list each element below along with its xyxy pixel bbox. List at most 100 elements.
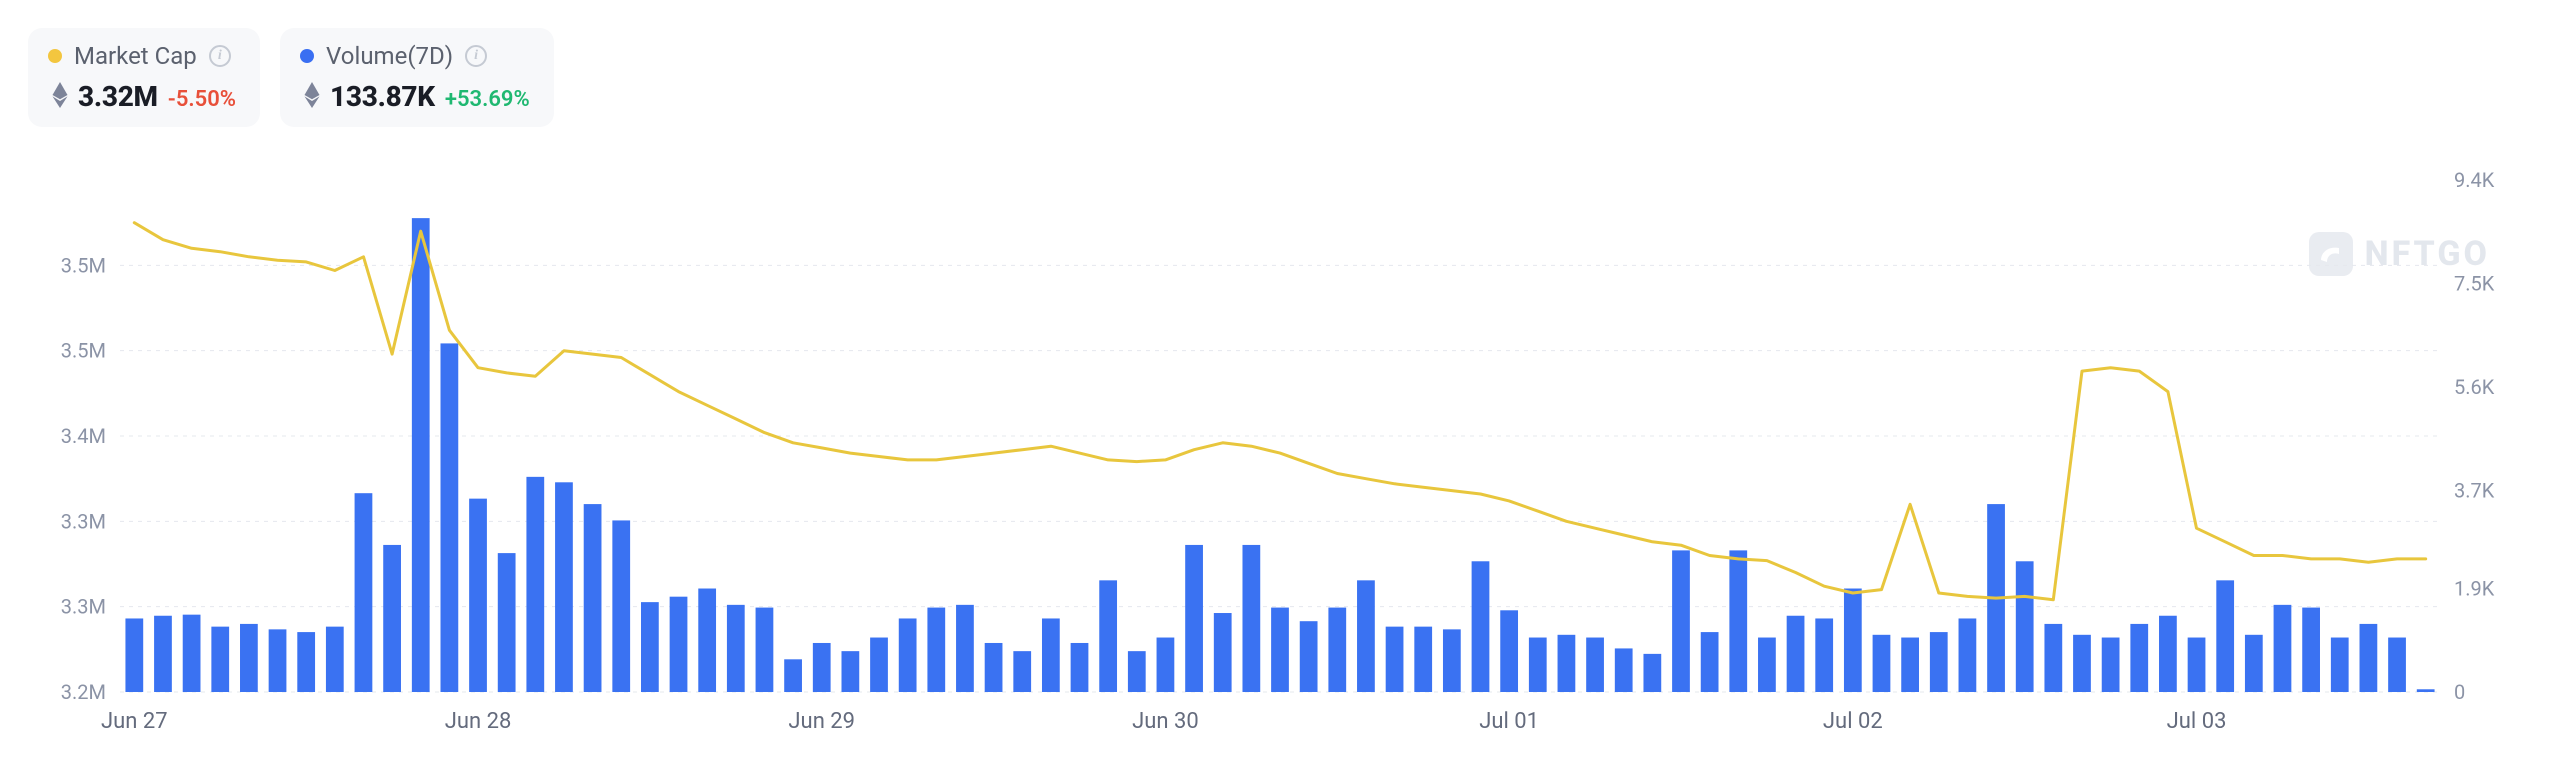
legend-title: Volume(7D) bbox=[326, 42, 453, 70]
volume-bar bbox=[727, 605, 745, 692]
y-left-tick-label: 3.3M bbox=[61, 509, 106, 533]
volume-bar bbox=[1815, 618, 1833, 692]
legend-card-header: Volume(7D) i bbox=[300, 42, 530, 70]
volume-bar bbox=[355, 493, 373, 692]
y-right-tick-label: 1.9K bbox=[2454, 577, 2495, 601]
volume-bar bbox=[269, 629, 287, 692]
volume-bar bbox=[211, 627, 229, 692]
volume-bar bbox=[2016, 561, 2034, 692]
volume-bar bbox=[870, 638, 888, 692]
volume-bar bbox=[1300, 621, 1318, 692]
volume-bar bbox=[641, 602, 659, 692]
volume-bar bbox=[240, 624, 258, 692]
volume-bar bbox=[1672, 550, 1690, 692]
volume-bar bbox=[2159, 616, 2177, 692]
volume-bar bbox=[1443, 629, 1461, 692]
legend-card-value-row: 3.32M -5.50% bbox=[48, 80, 236, 113]
x-tick-label: Jun 28 bbox=[445, 709, 512, 734]
legend-card-header: Market Cap i bbox=[48, 42, 236, 70]
y-right-tick-label: 3.7K bbox=[2454, 478, 2495, 502]
volume-bar bbox=[1242, 545, 1260, 692]
legend-row: Market Cap i 3.32M -5.50% Volume(7D) i bbox=[28, 28, 554, 127]
volume-bar bbox=[1615, 648, 1633, 692]
volume-bar bbox=[2360, 624, 2378, 692]
legend-card-value-row: 133.87K +53.69% bbox=[300, 80, 530, 113]
volume-bar bbox=[584, 504, 602, 692]
y-right-tick-label: 7.5K bbox=[2454, 271, 2495, 295]
volume-bar bbox=[2331, 638, 2349, 692]
volume-bar bbox=[1873, 635, 1891, 692]
x-tick-label: Jun 29 bbox=[788, 709, 855, 734]
chart-area: 3.2M3.3M3.3M3.4M3.5M3.5M01.9K3.7K5.6K7.5… bbox=[40, 170, 2520, 752]
y-right-tick-label: 9.4K bbox=[2454, 170, 2495, 192]
volume-bar bbox=[1357, 580, 1375, 692]
y-right-tick-label: 5.6K bbox=[2454, 375, 2495, 399]
volume-bar bbox=[698, 589, 716, 692]
volume-bar bbox=[1959, 618, 1977, 692]
volume-bar bbox=[1701, 632, 1719, 692]
x-tick-label: Jun 27 bbox=[101, 709, 168, 734]
info-icon[interactable]: i bbox=[209, 45, 231, 67]
volume-bar bbox=[2102, 638, 2120, 692]
volume-bar bbox=[498, 553, 516, 692]
volume-bar bbox=[1558, 635, 1576, 692]
volume-bar bbox=[1071, 643, 1089, 692]
volume-bar bbox=[1472, 561, 1490, 692]
volume-bar bbox=[1214, 613, 1232, 692]
x-tick-label: Jun 30 bbox=[1132, 709, 1199, 734]
volume-bar bbox=[1758, 638, 1776, 692]
volume-bar bbox=[526, 477, 544, 692]
volume-bar bbox=[756, 608, 774, 692]
x-tick-label: Jul 03 bbox=[2167, 709, 2227, 734]
y-left-tick-label: 3.5M bbox=[61, 253, 106, 277]
y-left-tick-label: 3.4M bbox=[61, 424, 106, 448]
legend-dot-volume-7d bbox=[300, 49, 314, 63]
volume-bar bbox=[297, 632, 315, 692]
eth-icon bbox=[52, 82, 68, 112]
volume-bar bbox=[1901, 638, 1919, 692]
volume-bar bbox=[2188, 638, 2206, 692]
legend-title: Market Cap bbox=[74, 42, 197, 70]
legend-change: +53.69% bbox=[445, 87, 530, 112]
volume-bar bbox=[841, 651, 859, 692]
volume-bar bbox=[1414, 627, 1432, 692]
volume-bar bbox=[441, 343, 459, 692]
volume-bar bbox=[1185, 545, 1203, 692]
legend-card-volume-7d[interactable]: Volume(7D) i 133.87K +53.69% bbox=[280, 28, 554, 127]
x-tick-label: Jul 01 bbox=[1479, 709, 1539, 734]
volume-bar bbox=[469, 499, 487, 692]
volume-bar bbox=[555, 482, 573, 692]
volume-bar bbox=[2388, 638, 2406, 692]
volume-bar bbox=[1500, 610, 1518, 692]
volume-bar bbox=[784, 659, 802, 692]
legend-card-market-cap[interactable]: Market Cap i 3.32M -5.50% bbox=[28, 28, 260, 127]
volume-bar bbox=[383, 545, 401, 692]
info-icon[interactable]: i bbox=[465, 45, 487, 67]
volume-bar bbox=[2216, 580, 2234, 692]
volume-bar bbox=[1586, 638, 1604, 692]
volume-bar bbox=[183, 615, 201, 692]
eth-icon bbox=[304, 82, 320, 112]
x-tick-label: Jul 02 bbox=[1823, 709, 1883, 734]
volume-bar bbox=[1271, 608, 1289, 692]
volume-bar bbox=[125, 618, 143, 692]
y-left-tick-label: 3.2M bbox=[61, 680, 106, 704]
legend-dot-market-cap bbox=[48, 49, 62, 63]
volume-bar bbox=[1787, 616, 1805, 692]
volume-bar bbox=[1930, 632, 1948, 692]
volume-bar bbox=[1013, 651, 1031, 692]
volume-bar bbox=[670, 597, 688, 692]
legend-value: 3.32M bbox=[78, 80, 158, 113]
volume-bar bbox=[1099, 580, 1117, 692]
y-right-tick-label: 0 bbox=[2454, 680, 2465, 704]
volume-bar bbox=[1643, 654, 1661, 692]
volume-bar bbox=[1128, 651, 1146, 692]
volume-bar bbox=[2245, 635, 2263, 692]
volume-bar bbox=[1157, 638, 1175, 692]
volume-bar bbox=[1729, 550, 1747, 692]
volume-bar bbox=[1529, 638, 1547, 692]
volume-bar bbox=[2073, 635, 2091, 692]
volume-bar bbox=[1386, 627, 1404, 692]
y-left-tick-label: 3.5M bbox=[61, 339, 106, 363]
volume-bar bbox=[2044, 624, 2062, 692]
